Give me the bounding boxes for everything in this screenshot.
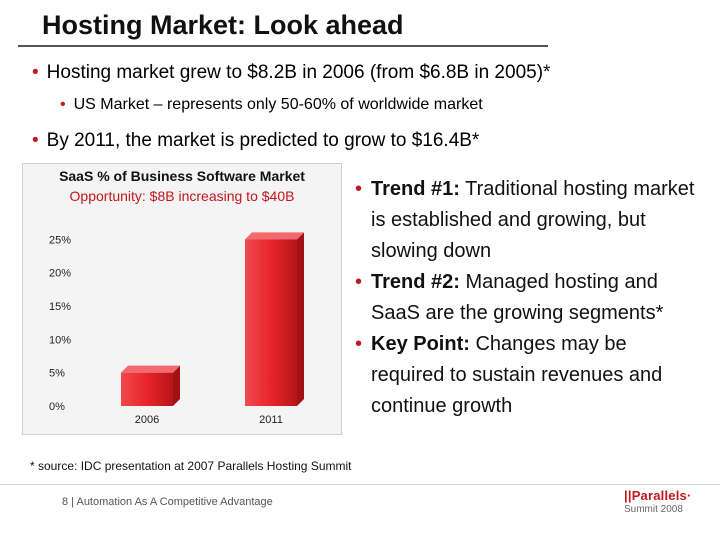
- x-tick-label: 2011: [259, 414, 283, 426]
- logo-subtitle: Summit 2008: [624, 504, 683, 515]
- trend-1-label: Trend #1:: [371, 178, 460, 200]
- bullet-dot: •: [355, 271, 363, 293]
- footer-divider: [0, 484, 720, 485]
- footer-text: 8 | Automation As A Competitive Advantag…: [62, 496, 273, 508]
- chart-title: SaaS % of Business Software Market: [59, 168, 305, 184]
- y-tick-label: 15%: [49, 301, 71, 313]
- logo-wordmark: ||Parallels·: [624, 488, 692, 503]
- chart-subtitle: Opportunity: $8B increasing to $40B: [69, 188, 295, 204]
- bullet-2011-prediction: • By 2011, the market is predicted to gro…: [32, 130, 479, 152]
- key-point-text: Changes may be required to sustain reven…: [371, 333, 663, 417]
- bullet-text: By 2011, the market is predicted to grow…: [46, 130, 480, 151]
- bullet-us-market: • US Market – represents only 50-60% of w…: [60, 96, 483, 114]
- bar: [121, 372, 173, 406]
- y-tick-label: 0%: [49, 401, 65, 413]
- bar-top: [121, 365, 180, 373]
- trend-1: • Trend #1: Traditional hosting market is…: [355, 174, 705, 267]
- bullet-market-growth: • Hosting market grew to $8.2B in 2006 (f…: [32, 62, 550, 84]
- bullet-dot: •: [32, 62, 39, 83]
- saas-chart: SaaS % of Business Software Market Oppor…: [22, 163, 342, 435]
- y-tick-label: 5%: [49, 368, 65, 380]
- bullet-dot: •: [355, 333, 363, 355]
- bullet-dot: •: [32, 130, 39, 151]
- bullet-dot: •: [355, 178, 363, 200]
- y-tick-label: 10%: [49, 334, 71, 346]
- x-tick-label: 2006: [135, 414, 159, 426]
- title-underline: [18, 45, 548, 47]
- slide-title: Hosting Market: Look ahead: [42, 10, 404, 40]
- trend-list: • Trend #1: Traditional hosting market is…: [355, 174, 705, 422]
- parallels-logo: ||Parallels· Summit 2008: [624, 488, 708, 518]
- y-tick-label: 25%: [49, 234, 71, 246]
- bullet-dot: •: [60, 96, 66, 113]
- bullet-text: US Market – represents only 50-60% of wo…: [73, 96, 483, 113]
- bar-top: [245, 232, 304, 240]
- bar: [245, 239, 297, 406]
- bar-side: [173, 365, 180, 406]
- source-footnote: * source: IDC presentation at 2007 Paral…: [30, 459, 352, 473]
- trend-1-text: Traditional hosting market is establishe…: [371, 178, 695, 262]
- trend-2-text: Managed hosting and SaaS are the growing…: [371, 271, 664, 324]
- bullet-text: Hosting market grew to $8.2B in 2006 (fr…: [46, 62, 551, 83]
- bar-side: [297, 232, 304, 406]
- trend-2: • Trend #2: Managed hosting and SaaS are …: [355, 267, 705, 329]
- y-tick-label: 20%: [49, 268, 71, 280]
- key-point: • Key Point: Changes may be required to s…: [355, 329, 705, 422]
- chart-plot: 0% 5% 10% 15% 20% 25% 2006 2011: [49, 232, 304, 426]
- key-point-label: Key Point:: [371, 333, 470, 355]
- trend-2-label: Trend #2:: [371, 271, 460, 293]
